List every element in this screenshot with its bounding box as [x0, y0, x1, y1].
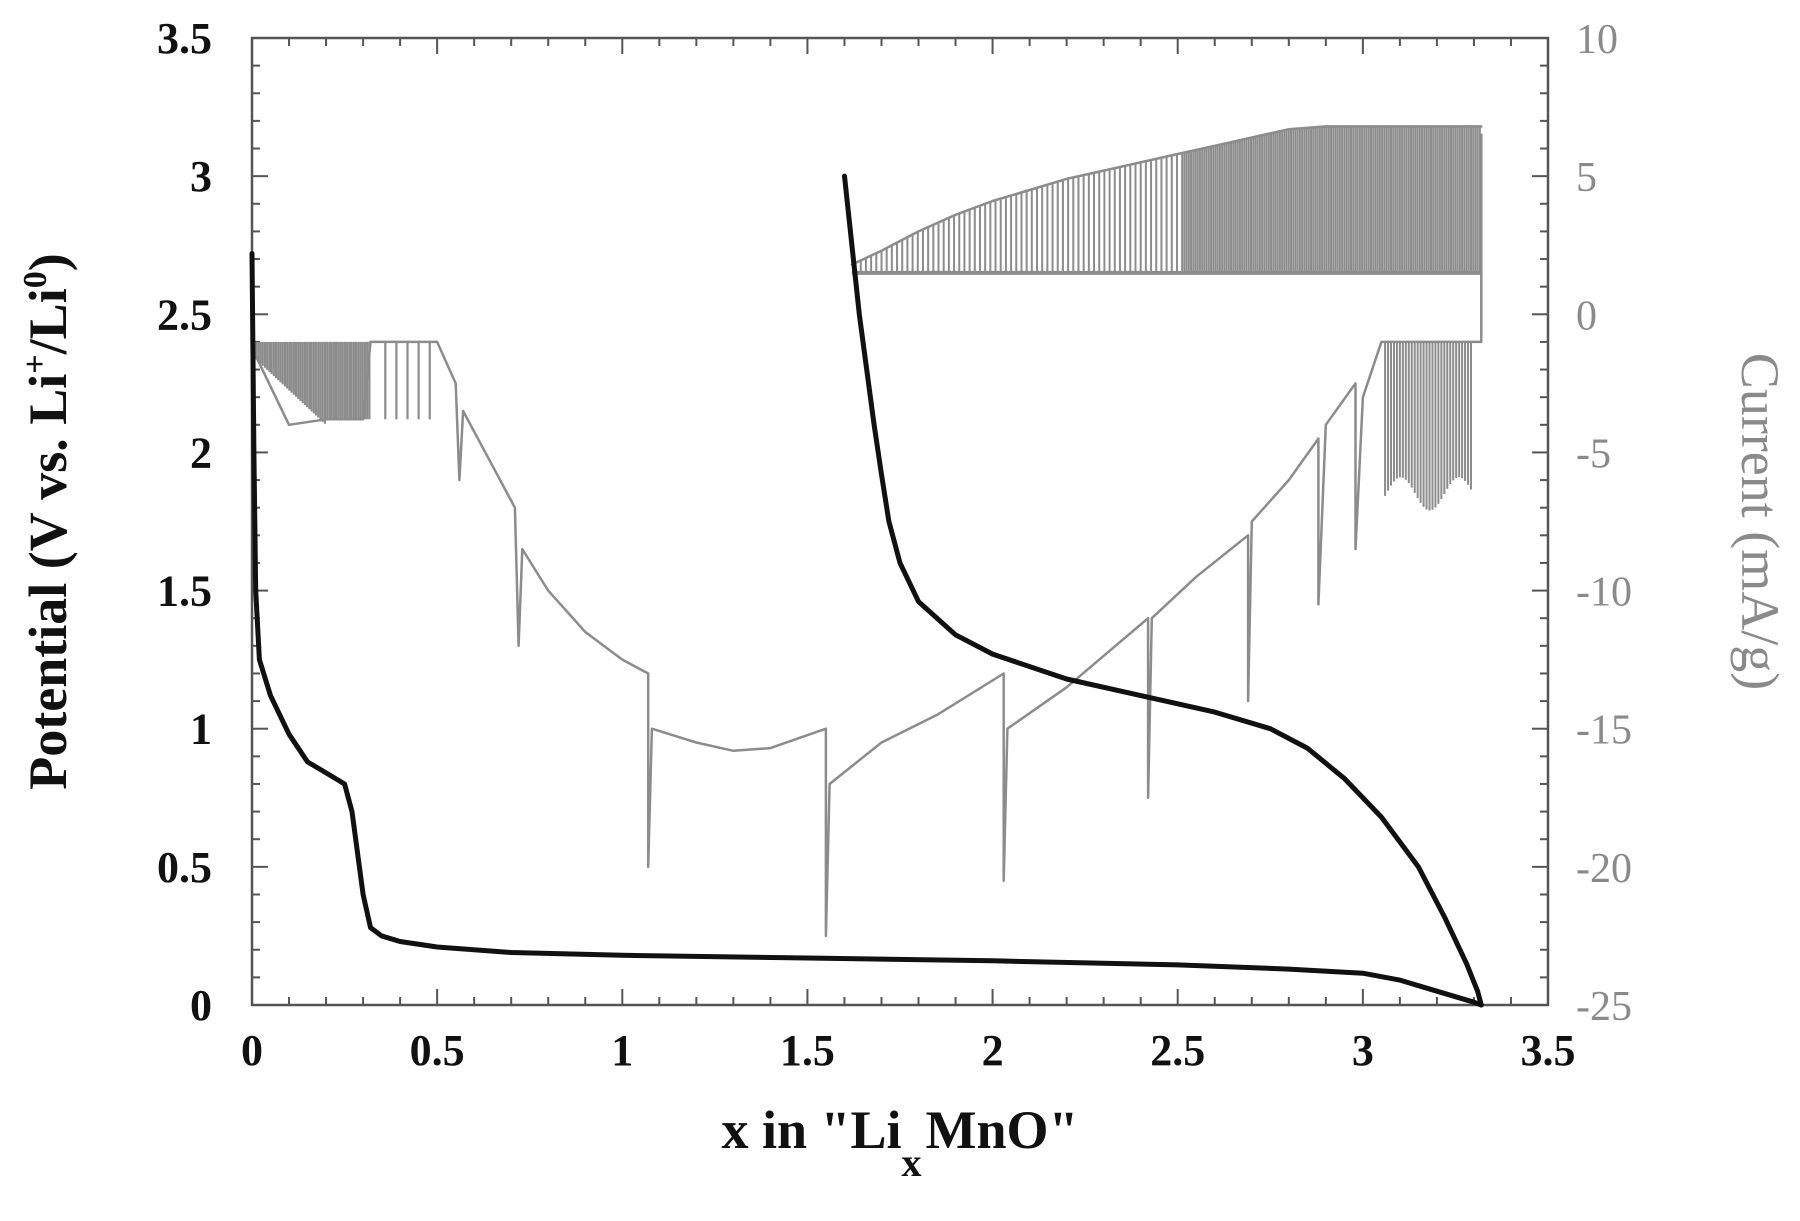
y-left-tick-label: 2	[190, 428, 212, 477]
y-right-tick-label: -15	[1576, 708, 1632, 754]
y-left-tick-label: 1	[190, 705, 212, 754]
y-right-tick-label: 10	[1576, 17, 1618, 63]
y-left-tick-label: 3.5	[157, 14, 212, 63]
x-tick-label: 2.5	[1150, 1026, 1205, 1075]
x-tick-label: 1.5	[780, 1026, 835, 1075]
y-left-tick-label: 3	[190, 152, 212, 201]
y-right-tick-label: 5	[1576, 155, 1597, 201]
x-axis-label: x in "LixMnO"	[721, 1100, 1078, 1185]
y-right-tick-label: -20	[1576, 846, 1632, 892]
x-tick-label: 1	[611, 1026, 633, 1075]
potential-series-line-1	[842, 173, 1484, 1008]
x-tick-label: 0	[241, 1026, 263, 1075]
current-pulse-band-discharge	[252, 341, 431, 424]
y-left-tick-label: 1.5	[157, 567, 212, 616]
x-tick-label: 3.5	[1521, 1026, 1576, 1075]
y-left-tick-label: 2.5	[157, 290, 212, 339]
current-pulse-band-charge	[851, 126, 1482, 511]
y-left-tick-label: 0.5	[157, 843, 212, 892]
x-tick-label: 3	[1352, 1026, 1374, 1075]
current-series-line-3	[850, 125, 1483, 266]
y-right-tick-label: -5	[1576, 431, 1611, 477]
potential-series-line-0	[249, 251, 1484, 1008]
plot-frame	[250, 36, 1550, 1007]
y-axis-right-label: Current (mA/g)	[1730, 353, 1790, 690]
x-tick-label: 0.5	[410, 1026, 465, 1075]
current-series-line-2	[250, 133, 1483, 938]
x-tick-label: 2	[982, 1026, 1004, 1075]
y-axis-left-label: Potential (V vs. Li+/Li0)	[17, 253, 78, 789]
y-right-tick-label: 0	[1576, 293, 1597, 339]
plot-area: 0 0.5 1 1.5 2 2.5 3 3.500.511.522.533.5-25-20-1…	[157, 14, 1632, 1075]
y-right-tick-label: -10	[1576, 570, 1632, 616]
y-right-tick-label: -25	[1576, 984, 1632, 1030]
y-left-tick-label: 0	[190, 981, 212, 1030]
